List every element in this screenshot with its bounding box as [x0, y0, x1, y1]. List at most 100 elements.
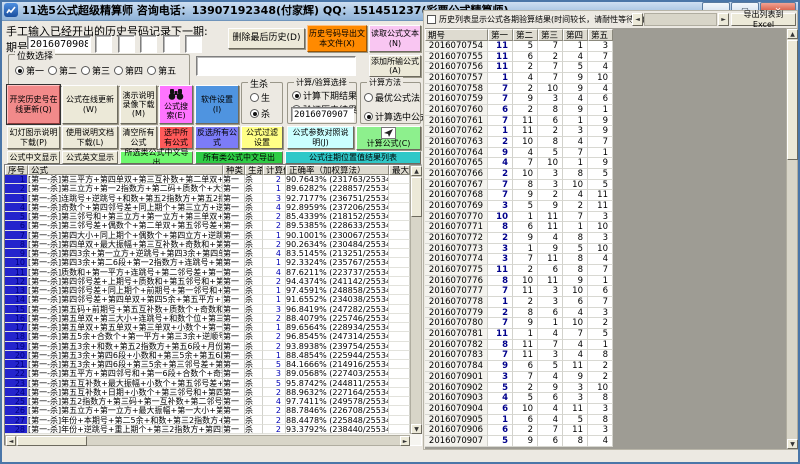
clear-all-formulas-button[interactable]: 清空所有公式 [120, 126, 157, 149]
digit-input-3[interactable] [140, 35, 157, 53]
radio-option[interactable]: 生 [250, 91, 270, 104]
software-settings-button[interactable]: 软件设置(I) [195, 85, 239, 124]
formula-table-row[interactable]: 14[第一-杀]第四邻号差+第四单双+第四5余+第五平方+第二2指第一杀191.… [5, 295, 410, 305]
formula-table-row[interactable]: 21[第一-杀]第五3余+第四6段+第三5余+第三邻号差+第五3余+第第一杀58… [5, 360, 410, 370]
formula-table-row[interactable]: 12[第一-杀]第四邻号差+上期号+质数和+第五邻号和+第五6段+第一杀294.… [5, 276, 410, 286]
history-table-row[interactable]: 2016070774 3 7 11 8 4 [425, 254, 613, 266]
history-table-row[interactable]: 2016070903 4 5 6 3 8 [425, 393, 613, 404]
history-table-row[interactable]: 2016070775 11 2 6 8 7 [425, 265, 613, 276]
radio-option[interactable]: 第二 [48, 64, 77, 77]
formula-table-row[interactable]: 11[第一-杀]质数和+第一平方+连跳号+第二邻号差+第一平方+偶第一杀487.… [5, 267, 410, 277]
formula-table-hscrollbar[interactable]: ◄ ► [5, 435, 410, 446]
history-table-row[interactable]: 2016070769 3 5 9 2 11 [425, 201, 613, 212]
formula-table-row[interactable]: 10[第一-杀]第四3余+第二6段+第一2指数方+连跳号+第一大小+第一杀192… [5, 258, 410, 268]
history-vscroll-thumb[interactable] [787, 40, 798, 160]
formula-table-row[interactable]: 8[第一-杀]第四单双+最大振幅+第三互补数+奇数和+第四5余+第一杀290.2… [5, 239, 410, 249]
history-table-row[interactable]: 2016070773 3 1 9 5 10 [425, 243, 613, 255]
history-table-row[interactable]: 2016070902 5 2 9 3 10 [425, 382, 613, 394]
history-table-row[interactable]: 2016070761 7 11 6 1 9 [425, 115, 613, 127]
history-table-row[interactable]: 2016070777 7 11 3 10 6 [425, 286, 613, 298]
radio-option[interactable]: 第三 [81, 64, 110, 77]
formula-col-header[interactable]: 计算值 [263, 165, 286, 175]
history-table-row[interactable]: 2016070763 2 10 8 4 7 [425, 137, 613, 148]
history-col-header[interactable]: 第四 [563, 29, 588, 41]
panel-scroll-left-icon[interactable]: ◄ [632, 13, 643, 26]
history-table-row[interactable]: 2016070771 8 6 11 1 10 [425, 222, 613, 234]
export-excel-button[interactable]: 导出列表到Excel [731, 10, 796, 29]
radio-option[interactable]: 计算下期结果 [292, 89, 357, 102]
history-table-row[interactable]: 2016070907 5 9 6 8 4 [425, 435, 613, 447]
verify-period-input[interactable] [291, 107, 354, 122]
select-all-formulas-button[interactable]: 选中所有公式 [159, 126, 193, 149]
history-table-row[interactable]: 2016070904 6 10 4 11 3 [425, 403, 613, 415]
formula-table-row[interactable]: 9[第一-杀]第四3余+第一立方+逆跳号+第四3余+第四单双+第一第一杀483.… [5, 249, 410, 259]
history-table-row[interactable]: 2016070756 11 2 7 5 4 [425, 62, 613, 74]
formula-table-row[interactable]: 27[第一-杀]年份+本期号+第二5余+和数+第三2指数方+第五大小第一杀288… [5, 415, 410, 425]
scroll-left-icon[interactable]: ◄ [6, 436, 16, 446]
formula-table-row[interactable]: 28[第一-杀]年份+逆跳号+重上期个+第三2指数方+第四5余+第四第一杀293… [5, 424, 410, 434]
scroll-right-icon[interactable]: ► [400, 436, 410, 446]
history-table-vscrollbar[interactable]: ▲ ▼ [786, 28, 798, 449]
formula-col-header[interactable]: 正确率（加权算法） [286, 165, 389, 175]
formula-table-row[interactable]: 22[第一-杀]第五平方+第四邻号和+第一6段+合数个+奇数和+第第一杀389.… [5, 369, 410, 379]
formula-table-vscrollbar[interactable]: ▲ ▼ [410, 165, 422, 434]
scroll-up-icon[interactable]: ▲ [787, 29, 798, 39]
formula-col-header[interactable]: 公式 [28, 165, 223, 175]
history-table-row[interactable]: 2016070905 1 6 4 5 8 [425, 414, 613, 426]
history-col-header[interactable]: 第二 [513, 29, 538, 41]
formula-table-row[interactable]: 17[第一-杀]第五单双+第五单双+第三单双+小数个+第一单双+第第一杀189.… [5, 323, 410, 333]
formula-table-row[interactable]: 7[第一-杀]第四大小+同上期个+偶数个+第四立方+逆跳号+第一第一杀190.1… [5, 230, 410, 240]
scroll-down-icon[interactable]: ▼ [411, 424, 422, 434]
history-table-row[interactable]: 2016070755 11 6 2 4 7 [425, 51, 613, 63]
history-table-row[interactable]: 2016070760 6 2 8 9 1 [425, 105, 613, 116]
position-result-list-button[interactable]: 公式往期位置值结果列表 [285, 151, 421, 164]
radio-option[interactable]: 杀 [250, 107, 270, 120]
formula-table-row[interactable]: 5[第一-杀]第三邻号和+第三立方+第一立方+第三单双+第三5余第一杀285.4… [5, 212, 410, 222]
demo-video-download-button[interactable]: 演示说明录像下载(M) [120, 85, 157, 124]
invert-selection-button[interactable]: 反选所有公式 [195, 126, 239, 149]
formula-table-row[interactable]: 6[第一-杀]第三邻号差+偶数个+第二单双+第五邻号差+第二平第一杀289.53… [5, 221, 410, 231]
history-table-row[interactable]: 2016070783 7 11 3 4 8 [425, 350, 613, 362]
digit-input-5[interactable] [185, 35, 202, 53]
digit-input-4[interactable] [162, 35, 180, 53]
param-reference-button[interactable]: 公式参数对照说明(J) [287, 126, 354, 149]
formula-hscroll-thumb[interactable] [17, 436, 87, 446]
history-col-header[interactable]: 第一 [488, 29, 513, 41]
formula-table-row[interactable]: 3[第一-杀]连跳号+逆跳号+和数+第五2指数方+第五2指数方+第第一杀392.… [5, 193, 410, 203]
panel-hscroll-track[interactable] [644, 13, 717, 26]
history-table-row[interactable]: 2016070767 7 8 3 10 5 [425, 179, 613, 191]
history-table-row[interactable]: 2016070779 2 8 6 4 3 [425, 307, 613, 319]
digit-input-2[interactable] [117, 35, 135, 53]
history-table-row[interactable]: 2016070758 7 2 10 9 4 [425, 83, 613, 95]
export-selected-cn-button[interactable]: 所选类公式中文导出 [120, 148, 193, 167]
history-table-row[interactable]: 2016070765 4 7 10 1 9 [425, 158, 613, 170]
formula-table-row[interactable]: 15[第一-杀]第五码+前期号+第五互补数+质数个+奇数和+上期号第一杀396.… [5, 304, 410, 314]
read-formula-text-button[interactable]: 读取公式文本(N) [369, 25, 421, 52]
export-all-cn-button[interactable]: 所有类公式中文导出 [195, 151, 283, 164]
formula-table-row[interactable]: 24[第一-杀]第五互补数+日期+小数个+第三邻号和+第四码+逆顺第一杀288.… [5, 387, 410, 397]
formula-table-row[interactable]: 13[第一-杀]第四邻号差+同上期个+前期号+第一邻号和+第二立第一杀197.4… [5, 286, 410, 296]
history-table-row[interactable]: 2016070901 3 7 4 9 2 [425, 371, 613, 383]
formula-col-header[interactable]: 种类 [223, 165, 245, 175]
scroll-down-icon[interactable]: ▼ [787, 439, 798, 449]
formula-table-row[interactable]: 25[第一-杀]第五2指数方+第三码+第一互补数+第二邻号和+第三第一杀497.… [5, 397, 410, 407]
formula-search-button[interactable]: 公式搜索(E) [159, 85, 193, 124]
calc-formula-button[interactable]: 计算公式(C) [356, 126, 421, 150]
delete-last-history-button[interactable]: 删除最后历史(D) [228, 28, 305, 49]
update-history-online-button[interactable]: 开奖历史号在线更新(Q) [6, 84, 61, 125]
history-table-row[interactable]: 2016070764 9 4 5 7 1 [425, 147, 613, 159]
radio-option[interactable]: 最优公式法 [364, 91, 429, 104]
history-table-row[interactable]: 2016070772 2 9 4 8 3 [425, 233, 613, 244]
panel-scroll-right-icon[interactable]: ► [718, 13, 729, 26]
history-table-row[interactable]: 2016070762 1 11 2 3 9 [425, 126, 613, 138]
history-table-row[interactable]: 2016070754 11 5 7 1 3 [425, 41, 613, 52]
formula-table-row[interactable]: 20[第一-杀]第五3余+第四6段+小数和+第三5余+第五6段+第四平第一杀18… [5, 350, 410, 360]
formula-table-row[interactable]: 16[第一-杀]第五单双+第三大小+连跳号+和数个位+第三5余+第第一杀288.… [5, 313, 410, 323]
radio-option[interactable]: 第四 [114, 64, 143, 77]
formula-table-row[interactable]: 2[第一-杀]第三立方+第一2指数方+第二码+质数个+大数个+第第一杀189.6… [5, 184, 410, 194]
formula-table-row[interactable]: 4[第一-杀]奇数个+第四邻号差+同上期个+第三立方+逆顺号+第第一杀492.8… [5, 202, 410, 212]
formula-table-row[interactable]: 18[第一-杀]第五5余+合数个+第一平方+第三3余+逆顺号+第一平第一杀296… [5, 332, 410, 342]
formula-cn-display-button[interactable]: 公式中文显示 [7, 151, 60, 164]
slides-download-button[interactable]: 幻灯图示说明下载(P) [7, 126, 60, 149]
formula-col-header[interactable]: 最大 [389, 165, 410, 175]
